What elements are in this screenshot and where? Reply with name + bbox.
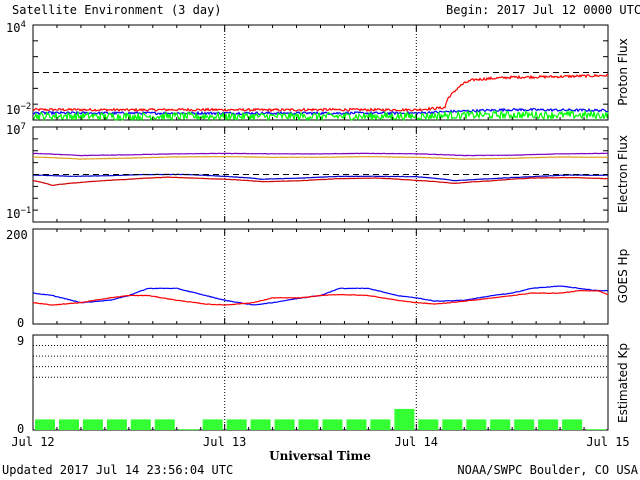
kp-bar (35, 419, 55, 430)
kp-ytick-bottom: 0 (17, 422, 24, 436)
proton-flux-label: Proton Flux (616, 38, 630, 105)
electron-flux-panel (32, 126, 609, 223)
kp-bars (33, 334, 608, 430)
kp-bar (106, 419, 127, 430)
kp-bar (82, 419, 103, 430)
kp-bar (202, 419, 223, 430)
kp-bar (298, 419, 319, 430)
hp-ytick-bottom: 0 (17, 316, 24, 330)
kp-bar (274, 419, 295, 430)
kp-bar (130, 419, 151, 430)
kp-bar (370, 419, 391, 430)
hp-ytick-top: 200 (6, 228, 28, 242)
updated-time: Updated 2017 Jul 14 23:56:04 UTC (2, 463, 233, 477)
kp-bar (514, 419, 535, 430)
electron-ytick-top: 107 (6, 122, 26, 137)
proton-flux-series (32, 72, 609, 122)
goes-hp-series-red (32, 289, 609, 306)
kp-bar (442, 419, 463, 430)
proton-ytick-bottom: 10−2 (6, 102, 31, 117)
xtick-jul15: Jul 15 (586, 435, 629, 449)
xtick-jul13: Jul 13 (203, 435, 246, 449)
kp-bar (322, 419, 343, 430)
credit: NOAA/SWPC Boulder, CO USA (457, 463, 638, 477)
kp-panel (32, 334, 609, 431)
electron-flux-label: Electron Flux (616, 135, 630, 213)
kp-bar (154, 419, 175, 430)
kp-label: Estimated Kp (616, 343, 630, 423)
day-grid (224, 25, 417, 430)
kp-bar (586, 429, 606, 430)
proton-flux-series-red (32, 73, 609, 113)
electron-flux-series-orange (33, 155, 609, 160)
proton-flux-panel (32, 24, 609, 121)
kp-bar (178, 429, 199, 430)
xtick-jul14: Jul 14 (395, 435, 438, 449)
chart-title: Satellite Environment (3 day) (12, 3, 222, 17)
kp-ytick-top: 9 (17, 334, 24, 348)
goes-hp-label: GOES Hp (616, 249, 630, 303)
kp-bar (226, 419, 247, 430)
kp-bar (250, 419, 271, 430)
electron-flux-series (32, 152, 609, 187)
electron-flux-series-purple (32, 152, 609, 157)
begin-time: Begin: 2017 Jul 12 0000 UTC (446, 3, 640, 17)
kp-bar (562, 419, 583, 430)
x-axis-label: Universal Time (269, 449, 371, 463)
axis-ticks (32, 24, 609, 430)
goes-hp-panel (32, 228, 609, 325)
kp-bar (394, 408, 415, 430)
kp-bar (418, 419, 439, 430)
proton-ytick-top: 104 (6, 20, 26, 35)
goes-hp-series (32, 285, 609, 306)
kp-bar (346, 419, 367, 430)
proton-flux-series-blue (32, 107, 608, 116)
kp-bar (490, 419, 511, 430)
xtick-jul12: Jul 12 (11, 435, 54, 449)
electron-ytick-bottom: 10−1 (6, 206, 31, 221)
kp-bar (59, 419, 79, 430)
kp-bar (538, 419, 559, 430)
kp-bar (466, 419, 487, 430)
electron-flux-series-dark_red (32, 176, 609, 187)
